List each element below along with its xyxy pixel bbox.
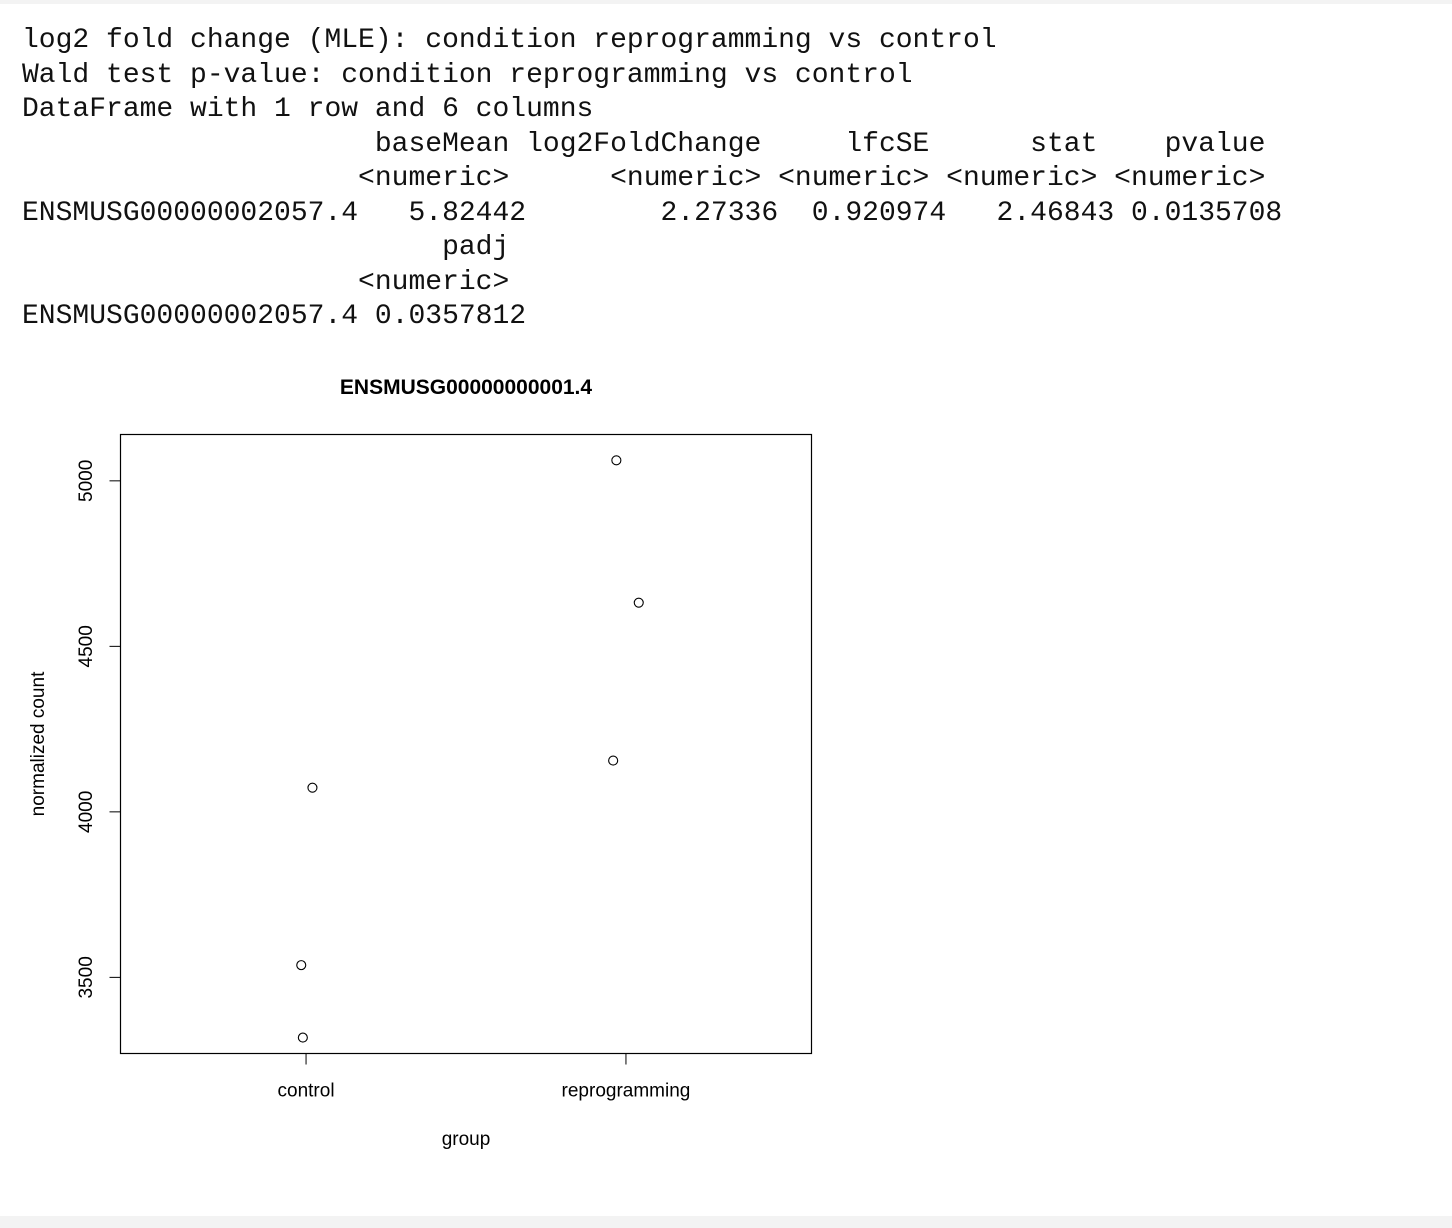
console-output: log2 fold change (MLE): condition reprog… bbox=[22, 24, 1282, 335]
x-axis: control reprogramming bbox=[278, 1053, 691, 1102]
console-line: DataFrame with 1 row and 6 columns bbox=[22, 94, 594, 125]
plot-box bbox=[119, 433, 813, 1055]
console-line: ENSMUSG00000002057.4 0.0357812 bbox=[22, 301, 527, 332]
data-point bbox=[296, 960, 307, 971]
y-axis: 3500 4000 4500 5000 bbox=[76, 460, 121, 999]
y-tick-label: 5000 bbox=[76, 460, 97, 502]
y-tick-label: 3500 bbox=[76, 956, 97, 998]
x-axis-label: group bbox=[442, 1129, 491, 1150]
y-tick-label: 4000 bbox=[76, 791, 97, 833]
console-line: <numeric> bbox=[22, 266, 510, 298]
data-points bbox=[296, 455, 644, 1043]
data-point bbox=[297, 1032, 308, 1043]
data-point bbox=[633, 597, 644, 608]
data-point bbox=[611, 455, 622, 466]
y-axis-label: normalized count bbox=[28, 671, 49, 816]
x-tick-label: reprogramming bbox=[562, 1081, 691, 1102]
data-point bbox=[608, 755, 619, 766]
console-line: Wald test p-value: condition reprogrammi… bbox=[22, 59, 913, 91]
plot-title: ENSMUSG00000000001.4 bbox=[340, 376, 592, 399]
output-panel: log2 fold change (MLE): condition reprog… bbox=[0, 4, 1452, 1216]
y-tick-label: 4500 bbox=[76, 625, 97, 667]
console-line: <numeric> <numeric> <numeric> <numeric> … bbox=[22, 163, 1266, 194]
plot: ENSMUSG00000000001.4 3500 4000 4500 5000 co… bbox=[28, 376, 813, 1150]
console-line: padj bbox=[22, 232, 510, 263]
data-point bbox=[307, 782, 318, 793]
console-line: log2 fold change (MLE): condition reprog… bbox=[22, 25, 997, 56]
console-line: baseMean log2FoldChange lfcSE stat pvalu… bbox=[22, 128, 1266, 160]
console-line: ENSMUSG00000002057.4 5.82442 2.27336 0.9… bbox=[22, 197, 1283, 229]
x-tick-label: control bbox=[278, 1081, 335, 1102]
